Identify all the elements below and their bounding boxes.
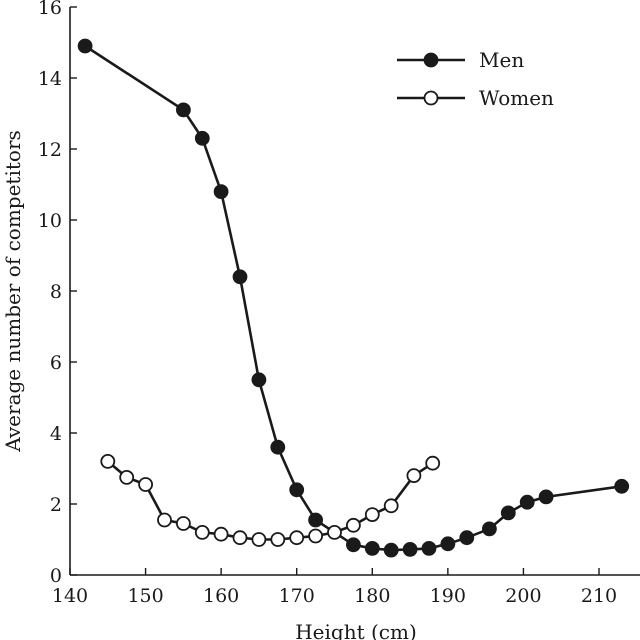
data-point-men [308,512,324,528]
data-point-men [77,38,93,54]
x-tick-label: 150 [127,585,163,607]
data-point-women [345,517,361,533]
data-point-men [232,269,248,285]
data-point-women [270,532,286,547]
y-tick-label: 0 [50,565,62,587]
data-point-women [194,525,210,540]
data-point-men [402,542,418,557]
data-point-women [327,525,342,540]
data-point-men [383,542,399,558]
data-point-women [289,530,305,546]
y-axis-label: Average number of competitors [1,130,25,453]
data-point-men [538,489,554,505]
y-tick-label: 10 [38,210,62,232]
legend-marker-women [423,90,439,106]
data-point-men [251,372,267,388]
data-point-men [364,541,380,556]
data-point-women [364,507,380,522]
legend-marker-men [423,52,439,68]
data-point-women [213,526,229,542]
y-tick-label: 8 [50,281,62,303]
data-point-men [213,184,229,200]
data-point-women [119,469,135,485]
y-tick-label: 2 [50,494,62,516]
data-point-women [157,512,172,528]
x-axis-label: Height (cm) [295,620,417,640]
data-point-women [100,453,116,469]
x-tick-label: 140 [52,585,88,607]
x-tick-label: 170 [279,585,315,607]
y-tick-label: 16 [38,0,62,19]
data-point-women [251,532,267,547]
series-lines [84,44,622,552]
data-point-women [425,455,441,471]
y-tick-label: 6 [50,352,62,374]
data-point-men [194,130,210,146]
y-tick-label: 12 [38,139,62,161]
data-point-women [308,528,324,544]
data-point-men [175,102,191,118]
x-tick-label: 160 [203,585,239,607]
x-tick-label: 180 [354,585,390,607]
data-point-women [232,530,248,546]
series-line-women [106,460,434,541]
legend: Men Women [397,48,554,110]
legend-label-women: Women [479,86,554,110]
data-point-men [440,536,456,552]
data-point-women [383,498,399,514]
data-point-women [175,516,191,531]
series-points [77,38,630,558]
data-point-men [459,530,475,546]
data-point-men [614,478,630,494]
x-tick-label: 210 [581,585,617,607]
data-point-men [519,494,535,510]
x-tick-label: 190 [430,585,466,607]
series-line-men [84,44,622,552]
ticks: 140 150 160 170 180 190 200 210 0 2 4 6 8 10 12 14 16 [38,0,617,607]
y-tick-label: 14 [38,68,62,90]
data-point-men [481,521,497,537]
data-point-men [270,439,286,455]
x-tick-label: 200 [505,585,541,607]
data-point-men [500,505,516,521]
data-point-men [289,482,305,498]
data-point-women [138,477,154,492]
data-point-women [406,468,422,484]
y-tick-label: 4 [50,423,62,445]
data-point-men [345,537,361,553]
data-point-men [421,541,437,556]
legend-label-men: Men [479,48,524,72]
